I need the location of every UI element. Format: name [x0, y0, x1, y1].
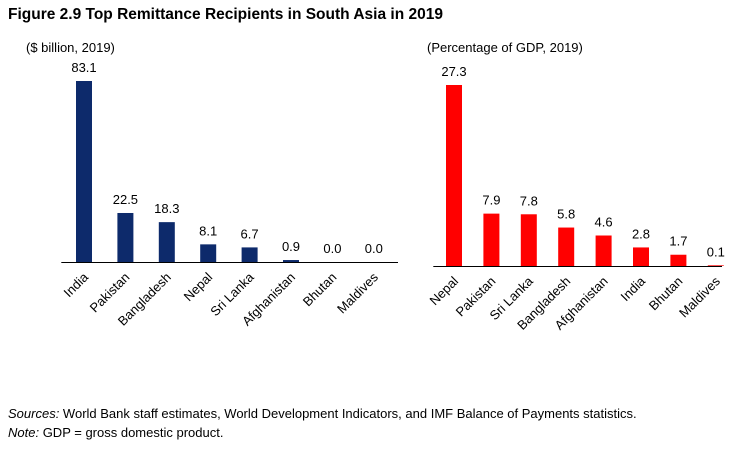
value-label-sri-lanka: 7.8 [520, 193, 538, 208]
note-line: Note: GDP = gross domestic product. [8, 423, 637, 442]
value-label-bangladesh: 5.8 [557, 207, 575, 222]
bar-nepal [200, 244, 217, 262]
bar-bangladesh [158, 222, 175, 262]
value-label-bhutan: 1.7 [669, 234, 687, 249]
bar-sri-lanka [520, 214, 537, 266]
value-label-maldives: 0.0 [365, 241, 383, 256]
bar-afghanistan [595, 235, 612, 266]
category-label-india: India [618, 273, 649, 304]
unit-label: (Percentage of GDP, 2019) [427, 40, 583, 55]
category-label-bhutan: Bhutan [300, 270, 340, 310]
bar-pakistan [117, 212, 134, 262]
remittance-gdp-chart: (Percentage of GDP, 2019)27.3Nepal7.9Pak… [426, 40, 724, 333]
category-label-maldives: Maldives [334, 269, 381, 316]
value-label-india: 83.1 [71, 60, 96, 75]
value-label-maldives: 0.1 [707, 244, 725, 259]
sources-note: Sources: World Bank staff estimates, Wor… [8, 404, 637, 442]
value-label-india: 2.8 [632, 226, 650, 241]
note-label: Note: [8, 425, 40, 440]
value-label-afghanistan: 0.9 [282, 239, 300, 254]
charts-canvas: ($ billion, 2019)83.1India22.5Pakistan18… [26, 40, 725, 333]
bar-maldives [707, 265, 724, 266]
value-label-bangladesh: 18.3 [154, 201, 179, 216]
value-label-nepal: 27.3 [441, 64, 466, 79]
bar-pakistan [483, 213, 500, 266]
unit-label: ($ billion, 2019) [26, 40, 115, 55]
sources-line: Sources: World Bank staff estimates, Wor… [8, 404, 637, 423]
bar-nepal [446, 85, 462, 266]
note-text: GDP = gross domestic product. [39, 425, 224, 440]
bar-india [633, 247, 649, 266]
value-label-sri-lanka: 6.7 [241, 226, 259, 241]
figure-title: Figure 2.9 Top Remittance Recipients in … [8, 6, 443, 23]
category-label-nepal: Nepal [426, 273, 461, 308]
value-label-nepal: 8.1 [199, 223, 217, 238]
value-label-afghanistan: 4.6 [595, 215, 613, 230]
value-label-bhutan: 0.0 [323, 241, 341, 256]
remittance-billion-chart: ($ billion, 2019)83.1India22.5Pakistan18… [26, 40, 398, 329]
sources-label: Sources: [8, 406, 60, 421]
bar-india [76, 81, 92, 262]
category-label-india: India [61, 269, 92, 300]
value-label-pakistan: 7.9 [482, 193, 500, 208]
value-label-pakistan: 22.5 [113, 192, 138, 207]
bar-sri-lanka [241, 247, 258, 262]
bar-bangladesh [558, 227, 575, 266]
category-label-maldives: Maldives [676, 273, 723, 320]
bar-bhutan [670, 254, 687, 266]
category-label-nepal: Nepal [181, 269, 216, 304]
sources-text: World Bank staff estimates, World Develo… [59, 406, 637, 421]
bar-afghanistan [283, 260, 299, 262]
